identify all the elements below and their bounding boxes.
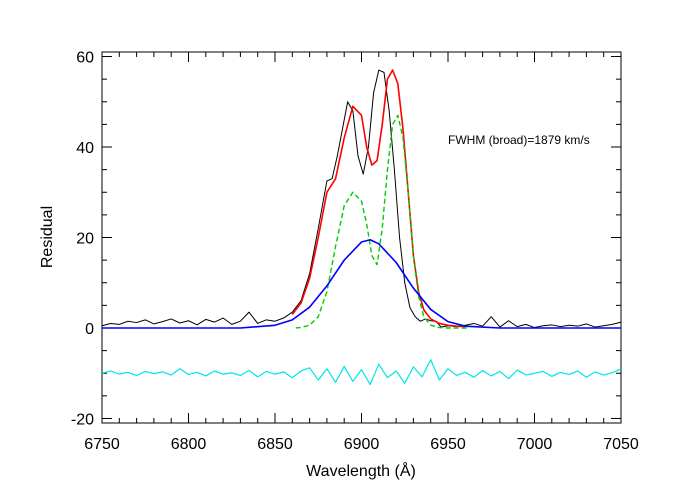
x-tick-label: 6900: [344, 436, 380, 453]
total-fit-line: [291, 69, 466, 328]
y-tick-label: -20: [71, 411, 94, 428]
axis-ticks: [101, 52, 622, 423]
broad-component-line: [102, 238, 621, 329]
x-axis-label: Wavelength (Å): [306, 461, 416, 480]
x-tick-label: 6850: [257, 436, 293, 453]
y-axis-label: Residual: [39, 206, 56, 268]
annotation-fwhm: FWHM (broad)=1879 km/s: [448, 133, 590, 147]
fit-residual-line: [101, 359, 622, 386]
tick-labels: 6750 6800 6850 6900 6950 7000 7050 -20 0 20 40 60: [71, 50, 639, 453]
x-tick-label: 6750: [84, 436, 120, 453]
x-tick-label: 7050: [603, 436, 639, 453]
x-tick-label: 6950: [430, 436, 466, 453]
y-tick-label: 40: [76, 140, 94, 157]
series-layer: [101, 69, 622, 386]
x-tick-label: 7000: [517, 436, 553, 453]
y-tick-label: 0: [85, 321, 94, 338]
x-tick-label: 6800: [171, 436, 207, 453]
observed-spectrum-line: [101, 69, 622, 329]
y-tick-label: 20: [76, 231, 94, 248]
y-tick-label: 60: [76, 50, 94, 67]
plot-frame: [101, 51, 622, 424]
